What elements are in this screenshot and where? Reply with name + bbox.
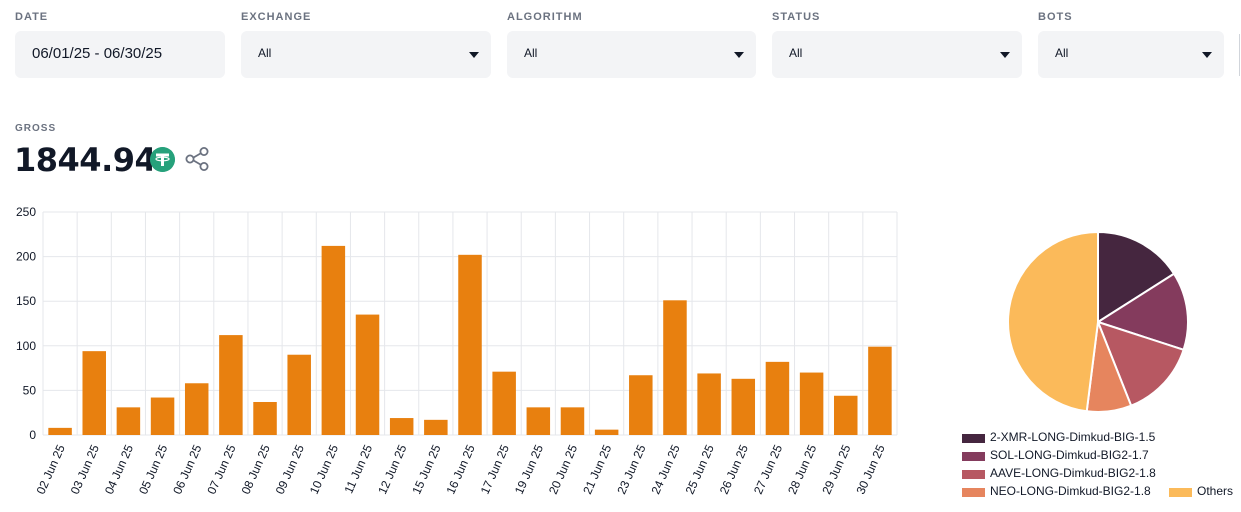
legend-label: AAVE-LONG-Dimkud-BIG2-1.8: [990, 466, 1156, 480]
bar[interactable]: [219, 335, 243, 435]
bar[interactable]: [663, 300, 687, 435]
gross-bar-chart: 0 50 100 150 200 250 02 Jun 25 03 Jun 25 04 Jun …: [16, 205, 898, 496]
filter-exchange-label: EXCHANGE: [241, 11, 312, 23]
pie-slice[interactable]: [1096, 320, 1185, 407]
y-tick-label: 100: [16, 339, 36, 353]
bar[interactable]: [424, 419, 448, 435]
x-tick-label: 04 Jun 25: [102, 442, 136, 496]
bar[interactable]: [834, 395, 858, 435]
legend-label: NEO-LONG-Dimkud-BIG2-1.8: [990, 484, 1151, 498]
legend-swatch: [962, 488, 985, 497]
bar[interactable]: [765, 361, 790, 435]
bots-select-value: All: [1055, 46, 1069, 60]
y-tick-label: 150: [16, 294, 36, 308]
x-tick-label: 06 Jun 25: [170, 442, 204, 496]
legend-label: Others: [1197, 484, 1234, 498]
bot-share-pie-chart: [1007, 230, 1189, 413]
legend-swatch: [962, 434, 985, 443]
pie-slice[interactable]: [1095, 272, 1189, 352]
x-tick-label: 05 Jun 25: [136, 442, 170, 496]
algorithm-select-value: All: [524, 46, 538, 60]
x-tick-label: 10 Jun 25: [307, 442, 341, 496]
gross-label: GROSS: [15, 123, 57, 134]
x-tick-label: 30 Jun 25: [853, 442, 887, 496]
x-tick-label: 16 Jun 25: [444, 442, 478, 496]
filter-status-label: STATUS: [772, 11, 821, 23]
bar[interactable]: [389, 418, 414, 435]
x-tick-label: 23 Jun 25: [614, 442, 648, 496]
y-tick-label: 250: [16, 205, 36, 219]
x-tick-label: 02 Jun 25: [34, 442, 68, 496]
bar[interactable]: [560, 407, 585, 435]
bar[interactable]: [48, 427, 72, 435]
filter-overflow-edge: [1239, 34, 1240, 76]
gross-value: 1844.94: [14, 141, 157, 179]
x-tick-label: 11 Jun 25: [341, 442, 375, 495]
tether-icon: [150, 147, 175, 172]
bar[interactable]: [594, 429, 619, 435]
bar[interactable]: [287, 354, 311, 435]
filter-bots-label: BOTS: [1038, 11, 1073, 23]
legend-swatch: [962, 470, 985, 479]
x-tick-label: 28 Jun 25: [785, 442, 819, 496]
status-select[interactable]: All: [772, 31, 1022, 78]
x-tick-label: 08 Jun 25: [239, 442, 273, 496]
bar[interactable]: [731, 378, 756, 435]
caret-down-icon: [1000, 52, 1010, 58]
x-tick-label: 07 Jun 25: [204, 442, 238, 496]
x-tick-label: 24 Jun 25: [648, 442, 682, 496]
bar[interactable]: [184, 383, 209, 435]
y-tick-label: 50: [23, 383, 37, 397]
bar[interactable]: [799, 372, 824, 435]
bar[interactable]: [526, 407, 551, 435]
y-tick-label: 0: [29, 428, 36, 442]
bar[interactable]: [321, 245, 346, 435]
bar[interactable]: [458, 254, 482, 435]
y-tick-label: 200: [16, 250, 36, 264]
x-tick-label: 15 Jun 25: [409, 442, 443, 496]
legend-label: SOL-LONG-Dimkud-BIG2-1.7: [990, 448, 1149, 462]
bar[interactable]: [150, 397, 175, 435]
bar[interactable]: [116, 407, 141, 435]
caret-down-icon: [734, 52, 744, 58]
bar[interactable]: [629, 375, 653, 435]
x-tick-label: 19 Jun 25: [512, 442, 546, 496]
filter-algorithm-label: ALGORITHM: [507, 11, 583, 23]
pie-slice[interactable]: [1097, 230, 1176, 324]
date-range-value: 06/01/25 - 06/30/25: [32, 45, 163, 62]
filter-date-label: DATE: [15, 11, 49, 23]
caret-down-icon: [1202, 52, 1212, 58]
bar[interactable]: [868, 346, 892, 435]
status-select-value: All: [789, 46, 803, 60]
x-tick-label: 17 Jun 25: [478, 442, 512, 496]
exchange-select-value: All: [258, 46, 272, 60]
legend-swatch: [1169, 488, 1192, 497]
pie-slice[interactable]: [1007, 230, 1099, 413]
legend-swatch: [962, 452, 985, 461]
filter-bar: DATE 06/01/25 - 06/30/25 EXCHANGE All AL…: [15, 0, 1241, 90]
bar[interactable]: [253, 401, 277, 435]
x-tick-label: 03 Jun 25: [68, 442, 102, 496]
x-tick-label: 09 Jun 25: [273, 442, 307, 496]
caret-down-icon: [469, 52, 479, 58]
x-tick-label: 26 Jun 25: [717, 442, 751, 496]
exchange-select[interactable]: All: [241, 31, 491, 78]
bar[interactable]: [82, 351, 106, 435]
x-tick-label: 25 Jun 25: [683, 442, 717, 496]
share-icon[interactable]: [184, 146, 210, 172]
x-tick-label: 20 Jun 25: [546, 442, 580, 496]
bar[interactable]: [355, 314, 380, 435]
x-tick-label: 12 Jun 25: [375, 442, 409, 496]
x-tick-label: 21 Jun 25: [580, 442, 614, 496]
bar[interactable]: [697, 373, 721, 435]
algorithm-select[interactable]: All: [507, 31, 756, 78]
x-tick-label: 29 Jun 25: [819, 442, 853, 496]
x-tick-label: 27 Jun 25: [751, 442, 785, 496]
date-range-input[interactable]: 06/01/25 - 06/30/25: [15, 31, 225, 78]
legend-label: 2-XMR-LONG-Dimkud-BIG-1.5: [990, 430, 1156, 444]
bar[interactable]: [492, 371, 516, 435]
bots-select[interactable]: All: [1038, 31, 1224, 78]
